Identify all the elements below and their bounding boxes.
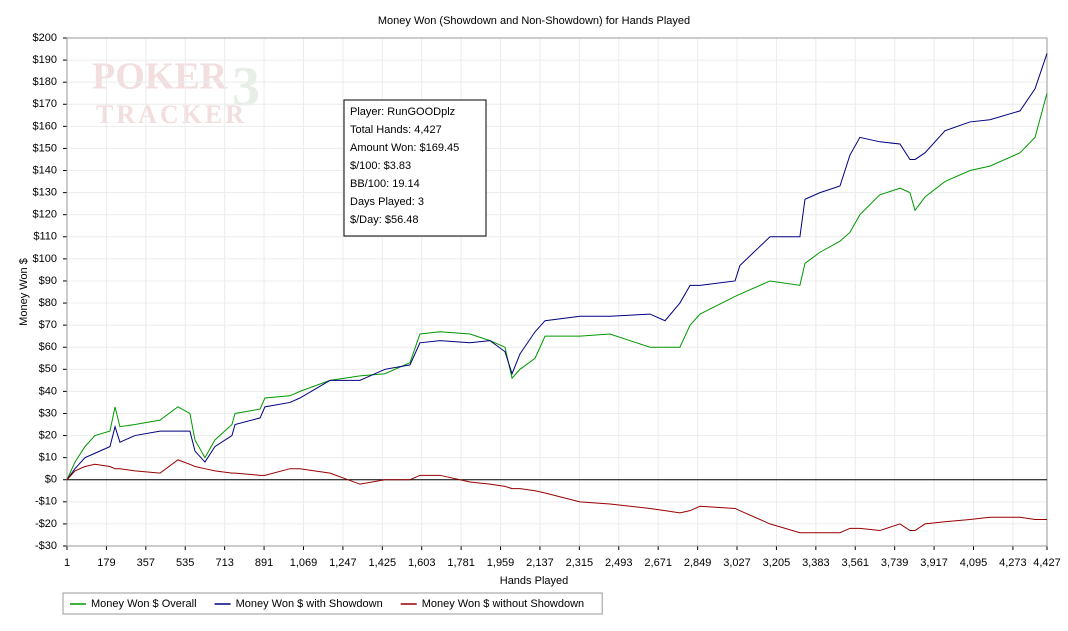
legend: Money Won $ Overall Money Won $ with Show… xyxy=(62,592,603,615)
x-tick-label: 1,247 xyxy=(329,557,357,569)
y-tick-label: $150 xyxy=(33,142,57,154)
legend-label: Money Won $ with Showdown xyxy=(236,598,383,610)
info-line: Total Hands: 4,427 xyxy=(350,124,442,136)
y-tick-label: $20 xyxy=(39,429,57,441)
x-axis-title: Hands Played xyxy=(500,575,569,587)
x-tick-label: 3,027 xyxy=(723,557,751,569)
y-tick-label: $180 xyxy=(33,76,57,88)
x-tick-label: 2,671 xyxy=(644,557,672,569)
y-tick-label: -$30 xyxy=(35,540,57,552)
x-tick-label: 4,273 xyxy=(999,557,1027,569)
x-tick-label: 1,959 xyxy=(487,557,515,569)
x-tick-label: 3,205 xyxy=(763,557,791,569)
watermark-text: POKER xyxy=(92,56,228,98)
y-tick-label: $80 xyxy=(39,297,57,309)
x-tick-label: 1,603 xyxy=(408,557,436,569)
x-tick-label: 357 xyxy=(137,557,155,569)
y-tick-label: $130 xyxy=(33,187,57,199)
y-tick-label: $200 xyxy=(33,32,57,44)
y-tick-label: $70 xyxy=(39,319,57,331)
x-tick-label: 2,137 xyxy=(526,557,554,569)
info-line: Amount Won: $169.45 xyxy=(350,142,459,154)
info-line: Player: RunGOODplz xyxy=(350,106,455,118)
plot-frame xyxy=(66,37,1048,547)
legend-label: Money Won $ Overall xyxy=(91,598,197,610)
x-tick-label: 2,315 xyxy=(566,557,594,569)
y-tick-label: $190 xyxy=(33,54,57,66)
watermark: POKER TRACKER 3 xyxy=(92,56,260,129)
y-tick-label: -$10 xyxy=(35,496,57,508)
info-line: Days Played: 3 xyxy=(350,196,424,208)
info-box: Player: RunGOODplz Total Hands: 4,427 Amou… xyxy=(343,99,487,237)
y-tick-label: $110 xyxy=(33,231,57,243)
y-tick-label: $50 xyxy=(39,363,57,375)
x-tick-label: 3,383 xyxy=(802,557,830,569)
y-tick-label: $120 xyxy=(33,209,57,221)
x-tick-label: 3,739 xyxy=(881,557,909,569)
watermark-text: TRACKER xyxy=(96,100,247,129)
info-box-frame xyxy=(343,99,487,237)
y-tick-label: $100 xyxy=(33,253,57,265)
y-tick-label: $170 xyxy=(33,98,57,110)
x-tick-label: 3,561 xyxy=(841,557,869,569)
watermark-text: 3 xyxy=(232,56,260,118)
series-line xyxy=(66,459,1047,534)
y-tick-label: $140 xyxy=(33,164,57,176)
x-tick-label: 3,917 xyxy=(920,557,948,569)
x-tick-label: 1,425 xyxy=(369,557,397,569)
legend-label: Money Won $ without Showdown xyxy=(422,598,584,610)
x-tick-label: 891 xyxy=(255,557,273,569)
y-tick-label: $60 xyxy=(39,341,57,353)
x-tick-label: 2,493 xyxy=(605,557,633,569)
x-tick-label: 2,849 xyxy=(684,557,712,569)
x-tick-label: 1,069 xyxy=(290,557,318,569)
x-tick-label: 4,427 xyxy=(1033,557,1061,569)
x-tick-label: 1 xyxy=(64,557,70,569)
y-tick-label: $160 xyxy=(33,120,57,132)
x-tick-label: 4,095 xyxy=(960,557,988,569)
y-tick-label: $90 xyxy=(39,275,57,287)
y-tick-label: $30 xyxy=(39,407,57,419)
x-tick-label: 1,781 xyxy=(447,557,475,569)
x-tick-label: 535 xyxy=(176,557,194,569)
x-tick-label: 179 xyxy=(97,557,115,569)
info-line: $/Day: $56.48 xyxy=(350,214,419,226)
series-line xyxy=(66,53,1048,481)
x-tick-label: 713 xyxy=(215,557,233,569)
info-line: $/100: $3.83 xyxy=(350,160,411,172)
series-line xyxy=(66,93,1048,480)
y-tick-label: $10 xyxy=(39,452,57,464)
info-line: BB/100: 19.14 xyxy=(350,178,420,190)
y-axis-title: Money Won $ xyxy=(18,258,30,326)
y-tick-label: $0 xyxy=(45,474,57,486)
chart-title: Money Won (Showdown and Non-Showdown) fo… xyxy=(378,15,690,27)
legend-frame xyxy=(62,592,603,615)
y-tick-label: -$20 xyxy=(35,518,57,530)
y-tick-label: $40 xyxy=(39,385,57,397)
